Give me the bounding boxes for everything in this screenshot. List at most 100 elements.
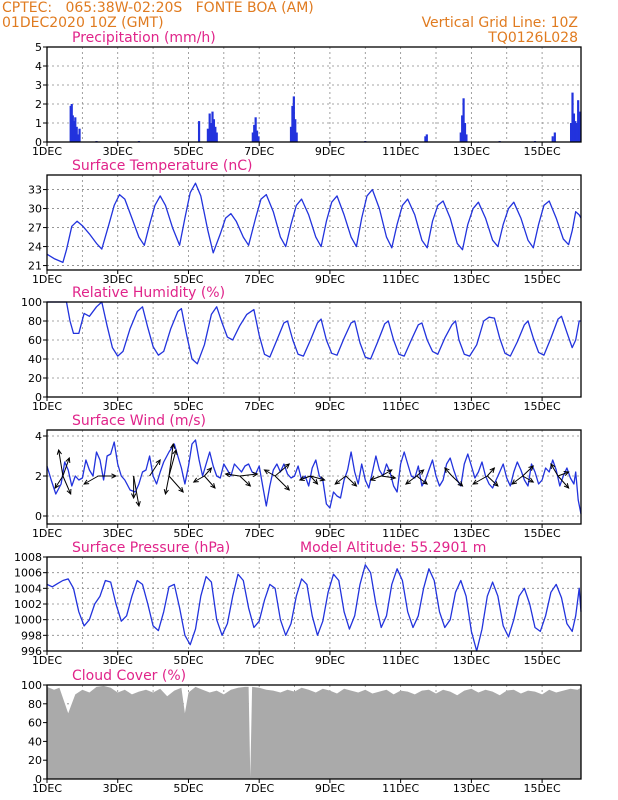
wind-arrow-head	[245, 481, 252, 487]
x-tick-label: 15DEC	[524, 273, 561, 286]
wind-arrow	[522, 475, 535, 483]
x-tick-label: 13DEC	[453, 782, 490, 795]
wind-arrow-shaft	[405, 475, 417, 485]
precip-bar	[215, 132, 218, 142]
wind-arrow-head	[472, 479, 479, 485]
wind-arrow-head	[178, 487, 184, 493]
pressure-title: Surface Pressure (hPa)	[72, 540, 230, 556]
precip-bar	[209, 123, 213, 142]
temp-title: Surface Temperature (nC)	[72, 158, 253, 174]
precip-bar	[77, 134, 80, 142]
y-tick-label: 1000	[14, 614, 42, 627]
precip-bar	[197, 121, 201, 142]
y-tick-label: 996	[21, 645, 42, 658]
wind-arrow-head	[418, 469, 425, 475]
x-tick-label: 5DEC	[173, 145, 203, 158]
wind-arrow-head	[172, 448, 178, 456]
wind-arrow	[224, 472, 240, 478]
wind-arrow	[486, 475, 499, 487]
wind-arrow-shaft	[168, 449, 177, 477]
wind-arrow-shaft	[380, 469, 393, 477]
x-tick-label: 3DEC	[103, 527, 133, 540]
wind-title: Surface Wind (m/s)	[72, 413, 206, 429]
wind-arrow-head	[405, 479, 411, 485]
temp-series-line	[46, 182, 582, 264]
rh-title: Relative Humidity (%)	[72, 285, 225, 301]
x-tick-label: 7DEC	[244, 527, 274, 540]
precip-bar	[253, 124, 256, 142]
wind-arrow	[149, 459, 161, 477]
x-tick-label: 11DEC	[382, 654, 419, 667]
y-tick-label: 3	[35, 79, 42, 92]
precip-bar	[572, 113, 576, 142]
wind-arrow	[263, 469, 276, 477]
wind-arrow-head	[444, 467, 450, 473]
wind-arrow-shaft	[310, 475, 325, 481]
wind-arrow	[310, 475, 326, 482]
x-tick-label: 5DEC	[173, 654, 203, 667]
wind-arrow	[274, 463, 291, 477]
wind-arrow	[472, 475, 488, 485]
wind-arrow	[192, 475, 205, 483]
precip-bar	[551, 136, 554, 142]
header-station: CPTEC: 065:38W-02:20S FONTE BOA (AM)	[2, 0, 314, 16]
wind-arrow-shaft	[381, 475, 396, 479]
y-tick-label: 40	[28, 735, 42, 748]
wind-arrow-head	[528, 465, 535, 471]
wind-arrow-shaft	[83, 475, 99, 485]
y-tick-label: 33	[28, 184, 42, 197]
wind-arrow-shaft	[239, 473, 258, 477]
y-tick-label: 2	[35, 98, 42, 111]
y-tick-label: 0	[35, 510, 42, 523]
wind-arrow-head	[319, 476, 326, 482]
precip-bar	[291, 105, 294, 142]
wind-arrow-head	[563, 483, 570, 489]
wind-arrow	[345, 475, 358, 487]
wind-arrow-shaft	[416, 469, 424, 477]
x-tick-label: 1DEC	[32, 782, 62, 795]
y-tick-label: 0	[35, 136, 42, 149]
wind-arrow	[54, 475, 64, 489]
wind-arrow-shaft	[299, 475, 311, 481]
wind-arrow-shaft	[557, 475, 569, 489]
precip-bar	[74, 117, 77, 142]
x-tick-label: 5DEC	[173, 782, 203, 795]
y-tick-label: 20	[28, 372, 42, 385]
wind-arrow	[298, 475, 311, 481]
x-tick-label: 9DEC	[315, 400, 345, 413]
precip-bar	[462, 98, 465, 142]
x-tick-label: 1DEC	[32, 654, 62, 667]
wind-arrow-shaft	[164, 475, 170, 495]
wind-arrow	[550, 463, 559, 477]
wind-arrow	[381, 474, 397, 480]
header-grid-note: Vertical Grid Line: 10Z	[421, 15, 578, 31]
x-tick-label: 3DEC	[103, 654, 133, 667]
wind-arrow	[451, 475, 464, 487]
wind-arrow-head	[511, 479, 518, 485]
wind-arrow-shaft	[149, 459, 161, 477]
precip-bar	[211, 111, 214, 142]
wind-arrow-head	[298, 476, 305, 481]
header-model: TQ0126L028	[488, 30, 578, 46]
wind-arrow-head	[66, 488, 72, 496]
temp-panel: 21 24 27 30 33 1DEC 3DEC 5DEC 7DEC 9DEC 11DEC 13DEC…	[28, 158, 582, 286]
header-run-date: 01DEC2020 10Z (GMT)	[2, 15, 164, 31]
y-tick-label: 100	[21, 296, 42, 309]
y-tick-label: 1008	[14, 551, 42, 564]
precip-bar	[424, 136, 427, 142]
cloud-cover-area	[47, 685, 581, 779]
wind-arrow-shaft	[203, 475, 216, 489]
wind-arrow-shaft	[168, 475, 184, 493]
wind-arrow-shaft	[472, 475, 488, 485]
precip-bar	[75, 126, 78, 142]
wind-arrow	[557, 471, 570, 477]
wind-arrow-shaft	[58, 449, 64, 477]
precip-bar	[292, 96, 295, 142]
wind-arrow	[83, 475, 99, 485]
wind-arrow-head	[312, 479, 319, 485]
wind-arrow	[334, 475, 347, 485]
wind-arrow-shaft	[203, 467, 212, 477]
y-tick-label: 30	[28, 203, 42, 216]
x-tick-label: 5DEC	[173, 400, 203, 413]
pressure-panel: 996 998 1000 1002 1004 1006 1008 1DEC 3DEC 5DEC 7D…	[14, 540, 582, 667]
